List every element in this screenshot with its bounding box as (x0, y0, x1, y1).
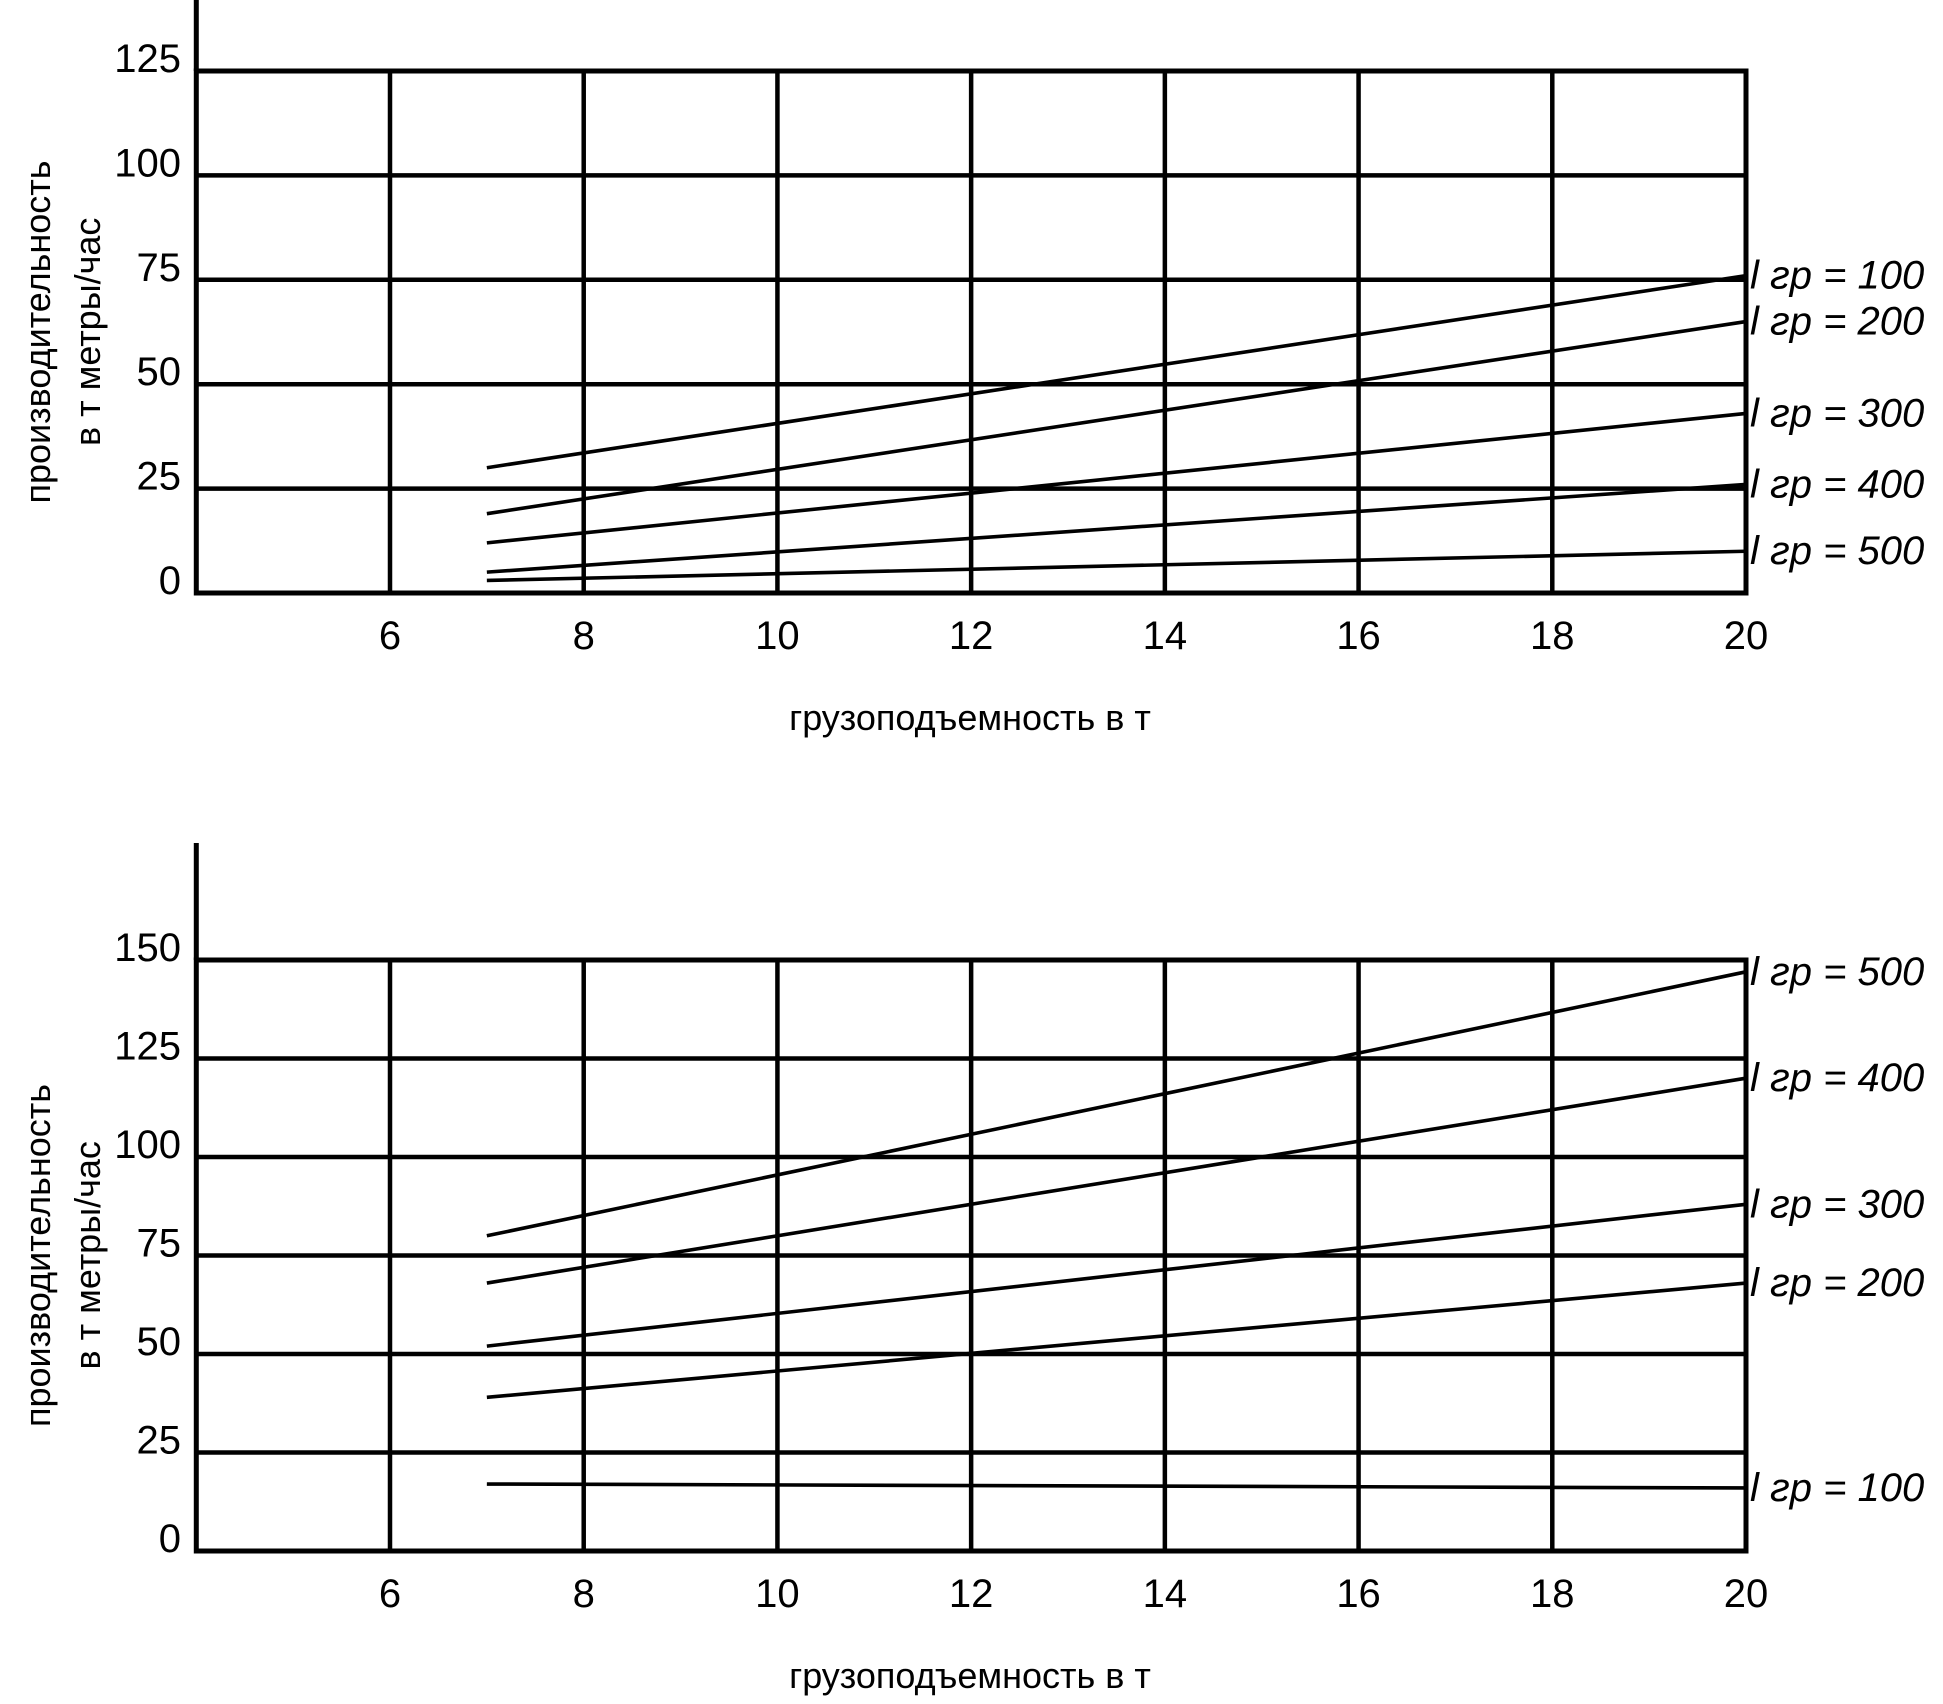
svg-text:25: 25 (137, 1419, 182, 1463)
svg-text:125: 125 (114, 37, 181, 81)
svg-text:150: 150 (114, 926, 181, 970)
svg-text:25: 25 (137, 455, 182, 499)
svg-text:l гр = 300: l гр = 300 (1750, 1182, 1924, 1226)
svg-text:в т метры/час: в т метры/час (67, 218, 108, 446)
svg-text:75: 75 (137, 1222, 182, 1266)
svg-text:0: 0 (159, 559, 181, 603)
svg-text:8: 8 (573, 614, 595, 658)
svg-text:l гр = 200: l гр = 200 (1750, 1261, 1924, 1305)
svg-text:l гр = 200: l гр = 200 (1750, 300, 1924, 344)
svg-text:18: 18 (1530, 614, 1575, 658)
svg-text:6: 6 (379, 614, 401, 658)
svg-text:14: 14 (1143, 614, 1188, 658)
svg-text:100: 100 (114, 141, 181, 185)
svg-text:50: 50 (137, 350, 182, 394)
svg-text:0: 0 (159, 1517, 181, 1561)
svg-text:грузоподъемность в т: грузоподъемность в т (789, 697, 1151, 738)
svg-text:100: 100 (114, 1123, 181, 1167)
svg-text:производительность: производительность (17, 160, 58, 503)
svg-text:в т метры/час: в т метры/час (67, 1141, 108, 1369)
svg-text:l гр = 500: l гр = 500 (1750, 529, 1924, 573)
svg-text:14: 14 (1143, 1572, 1188, 1616)
svg-text:грузоподъемность в т: грузоподъемность в т (789, 1655, 1151, 1696)
svg-text:16: 16 (1336, 614, 1381, 658)
svg-text:18: 18 (1530, 1572, 1575, 1616)
svg-text:75: 75 (137, 246, 182, 290)
svg-text:l гр = 400: l гр = 400 (1750, 1056, 1924, 1100)
svg-text:10: 10 (755, 1572, 800, 1616)
svg-text:l гр = 400: l гр = 400 (1750, 462, 1924, 506)
svg-text:20: 20 (1724, 614, 1769, 658)
svg-text:50: 50 (137, 1320, 182, 1364)
svg-text:l гр = 300: l гр = 300 (1750, 391, 1924, 435)
svg-text:20: 20 (1724, 1572, 1769, 1616)
svg-text:12: 12 (949, 1572, 994, 1616)
svg-text:8: 8 (573, 1572, 595, 1616)
svg-text:12: 12 (949, 614, 994, 658)
svg-text:10: 10 (755, 614, 800, 658)
svg-text:16: 16 (1336, 1572, 1381, 1616)
svg-text:125: 125 (114, 1025, 181, 1069)
svg-text:производительность: производительность (17, 1084, 58, 1427)
svg-text:l гр = 100: l гр = 100 (1750, 254, 1924, 298)
svg-text:l гр = 100: l гр = 100 (1750, 1466, 1924, 1510)
svg-text:6: 6 (379, 1572, 401, 1616)
svg-text:l гр = 500: l гр = 500 (1750, 950, 1924, 994)
